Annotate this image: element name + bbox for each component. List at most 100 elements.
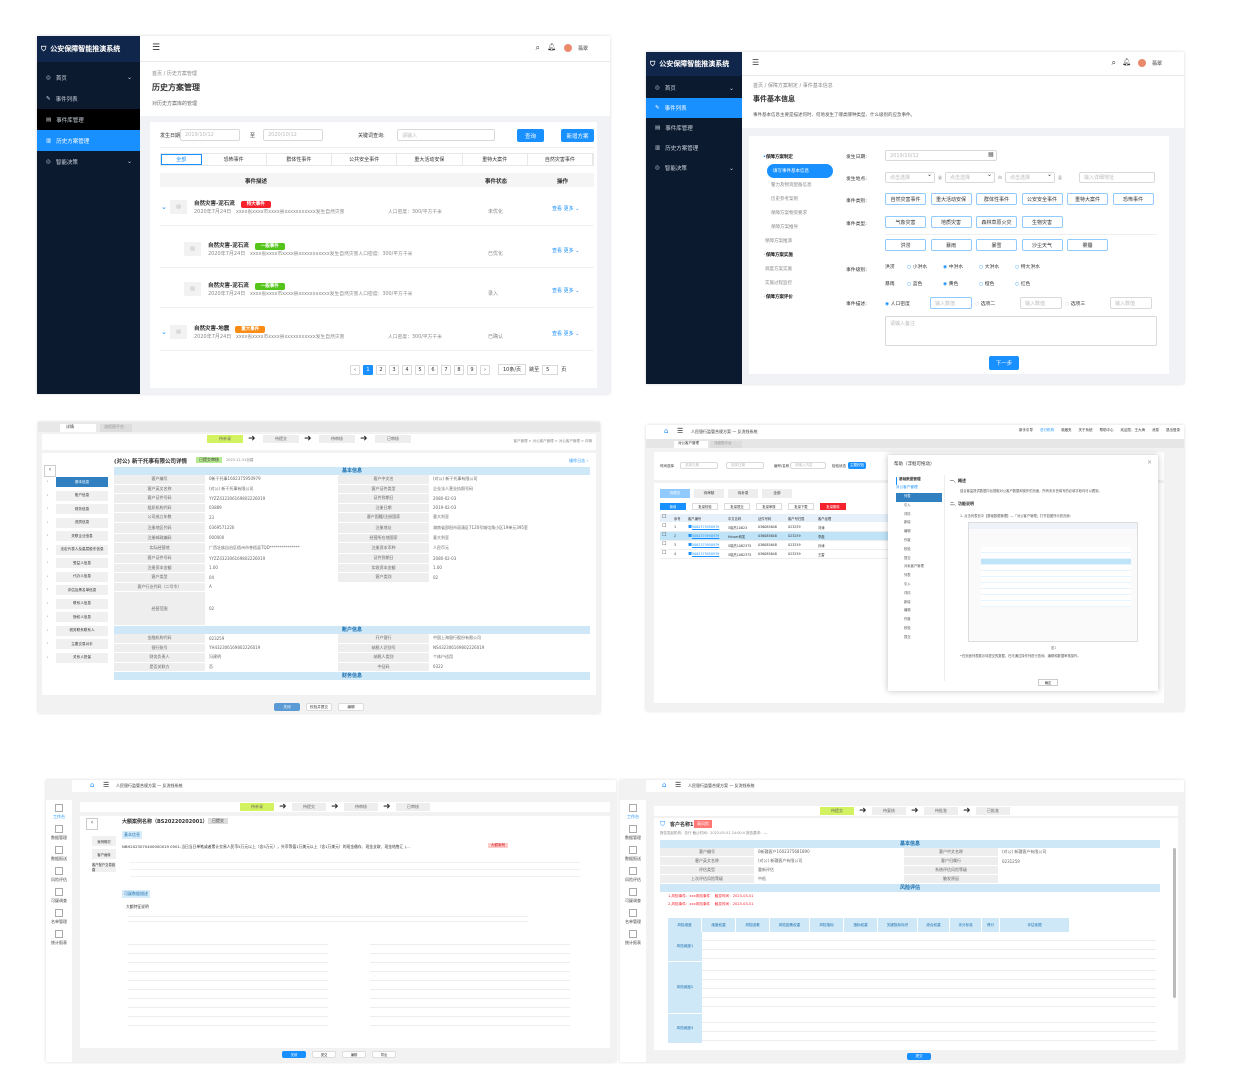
side-nav-item[interactable]: 主要交易对手: [56, 639, 108, 649]
sidebar-item[interactable]: ▤ 事件库管理: [646, 118, 742, 138]
more-link[interactable]: 更多: [563, 331, 574, 337]
ok-button[interactable]: 确定: [1038, 679, 1058, 686]
level-radio[interactable]: ◉ 黄色: [943, 280, 958, 287]
table-row[interactable]: ☐ ▪ 1 5062375950979 5晓杰10823 036085648 023259 刘…: [660, 523, 888, 532]
side-nav-item[interactable]: 客户账户交易链路: [92, 862, 116, 872]
sidebar-item[interactable]: ◎ 首页 ⌄: [37, 67, 140, 88]
side-nav-item[interactable]: 基本信息: [56, 477, 108, 487]
next-button[interactable]: 下一步: [989, 356, 1019, 370]
tree-item[interactable]: 列表: [896, 493, 942, 502]
edit-button[interactable]: 编辑: [342, 1051, 366, 1058]
category-tab[interactable]: 全部: [161, 154, 202, 165]
tree-item[interactable]: 提交: [904, 555, 911, 560]
table-row[interactable]: ☐ ▪ 4 5062375950979 5晓杰1082375 036085648 02325…: [660, 550, 888, 559]
side-nav-item[interactable]: 可疑调查: [46, 888, 79, 904]
close-button[interactable]: 关闭: [282, 1051, 306, 1058]
desc-radio[interactable]: ○ 选项三: [1065, 300, 1085, 307]
category-option[interactable]: 恐怖事件: [1112, 193, 1154, 205]
avatar[interactable]: [1138, 59, 1146, 67]
subtype-option[interactable]: 暴雨: [930, 239, 972, 251]
side-nav-item[interactable]: 可疑调查: [620, 888, 653, 904]
submit-button[interactable]: 提交: [907, 1053, 931, 1060]
type-option[interactable]: 生物灾害: [1021, 216, 1063, 228]
level-radio[interactable]: ◉ 中洪水: [943, 263, 963, 270]
level-radio[interactable]: ○ 特大洪水: [1015, 263, 1040, 270]
add-plan-button[interactable]: 新增方案: [561, 129, 594, 142]
page-button[interactable]: 1: [363, 364, 373, 375]
number-input[interactable]: 输入数值: [1110, 297, 1152, 309]
status-tab[interactable]: 待审核: [694, 489, 724, 498]
top-link[interactable]: 新手引导: [1019, 428, 1033, 432]
table-row[interactable]: ☐ ▪ 2 5062375950979 Hicoer研发 036085648 023259 李…: [660, 532, 888, 541]
edit-button[interactable]: 编辑: [338, 703, 364, 711]
tree-item[interactable]: 详情: [904, 590, 911, 595]
category-option[interactable]: 重大活动安保: [930, 193, 972, 205]
category-tab[interactable]: 重特大案件: [463, 154, 528, 165]
chevron-down-icon[interactable]: ⌄: [573, 288, 580, 294]
cell[interactable]: 5062375950979: [692, 534, 720, 538]
step-item[interactable]: • 保障方案评价: [763, 290, 833, 304]
tree-item[interactable]: 校验: [904, 546, 911, 551]
page-button[interactable]: 9: [467, 364, 477, 375]
avatar[interactable]: [564, 44, 572, 52]
view-link[interactable]: 查看: [552, 206, 563, 212]
page-button[interactable]: 5: [415, 364, 425, 375]
close-button[interactable]: 关闭: [274, 703, 300, 711]
side-nav-item[interactable]: 统计报表: [620, 930, 653, 946]
step-item[interactable]: • 保障方案制定: [763, 150, 833, 164]
view-link[interactable]: 查看: [552, 288, 563, 294]
validate-submit-button[interactable]: 校验并提交: [306, 703, 332, 711]
county-select[interactable]: 点击选择: [1005, 172, 1055, 183]
close-icon[interactable]: ×: [1146, 459, 1152, 466]
status-filter-button[interactable]: 主题校验: [848, 462, 866, 469]
level-radio[interactable]: ○ 蓝色: [907, 280, 922, 287]
address-input[interactable]: 输入详细地址: [1079, 172, 1155, 183]
category-option[interactable]: 群体性事件: [976, 193, 1017, 205]
row-expand-icon[interactable]: ▪: [688, 550, 693, 557]
side-nav-item[interactable]: 风险评估: [46, 867, 79, 883]
subtype-option[interactable]: 暴雪: [976, 239, 1017, 251]
city-select[interactable]: 点击选择: [945, 172, 995, 183]
status-tab[interactable]: 待提交: [660, 489, 690, 498]
view-link[interactable]: 查看: [552, 331, 563, 337]
help-dialog[interactable]: 帮助（浮框可拖动） × 基础数据管理 对公客户管理 列表 引入 详情 新增 编辑 作废 校验 提交…: [888, 455, 1158, 691]
start-date-input[interactable]: 选择日期: [680, 462, 718, 469]
step-item[interactable]: • 保障方案实施: [763, 248, 833, 262]
row-checkbox[interactable]: ☐: [662, 532, 667, 538]
action-button[interactable]: 批量下载: [788, 503, 814, 510]
side-nav-item[interactable]: 受益人信息: [56, 558, 108, 568]
home-icon[interactable]: ⌂: [90, 781, 95, 789]
more-link[interactable]: 更多: [563, 206, 574, 212]
type-option[interactable]: 气象灾害: [885, 216, 926, 228]
tab-flow[interactable]: 流程图平台: [100, 424, 132, 432]
category-tab[interactable]: 公共安全事件: [332, 154, 398, 165]
side-nav-item[interactable]: 数据报送: [620, 846, 653, 862]
prev-page-button[interactable]: ‹: [350, 364, 360, 375]
scrollbar[interactable]: [1173, 848, 1176, 998]
side-nav-item[interactable]: 代办人信息: [56, 571, 108, 582]
step-item[interactable]: 保障方案推导: [763, 220, 833, 234]
row-checkbox[interactable]: ☐: [662, 550, 667, 556]
action-button[interactable]: 批量删除: [820, 503, 846, 510]
breadcrumb-home[interactable]: 首页: [152, 71, 163, 77]
action-button[interactable]: 批量校验: [692, 503, 718, 510]
remark-textarea[interactable]: 请输入备注: [885, 316, 1157, 346]
row-expand-icon[interactable]: ▪: [688, 532, 693, 539]
system-title[interactable]: 人民银行监管合规方案 — 反洗钱系统: [116, 783, 183, 788]
user-name[interactable]: 翡翠: [1151, 61, 1162, 67]
sidebar-item[interactable]: ▥ 历史方案管理: [37, 130, 140, 151]
action-button[interactable]: 批量提交: [724, 503, 750, 510]
side-nav-item[interactable]: 资质信息: [56, 517, 108, 528]
tree-item[interactable]: 详情: [904, 511, 911, 516]
sidebar-item[interactable]: ◎ 首页 ⌄: [646, 78, 742, 98]
tree-item[interactable]: 新增: [904, 599, 911, 604]
row-expand-icon[interactable]: ▪: [688, 523, 693, 530]
bell-icon[interactable]: 🔔︎: [547, 43, 556, 51]
sidebar-item[interactable]: ▥ 历史方案管理: [646, 138, 742, 158]
side-nav-item[interactable]: 授权人信息: [56, 612, 108, 622]
sidebar-item[interactable]: ◎ 智能决策 ⌄: [646, 158, 742, 178]
page-button[interactable]: 8: [454, 364, 464, 375]
row-checkbox[interactable]: ☐: [662, 541, 667, 547]
menu-icon[interactable]: ☰: [677, 427, 684, 435]
chevron-down-icon[interactable]: ⌄: [573, 331, 580, 337]
